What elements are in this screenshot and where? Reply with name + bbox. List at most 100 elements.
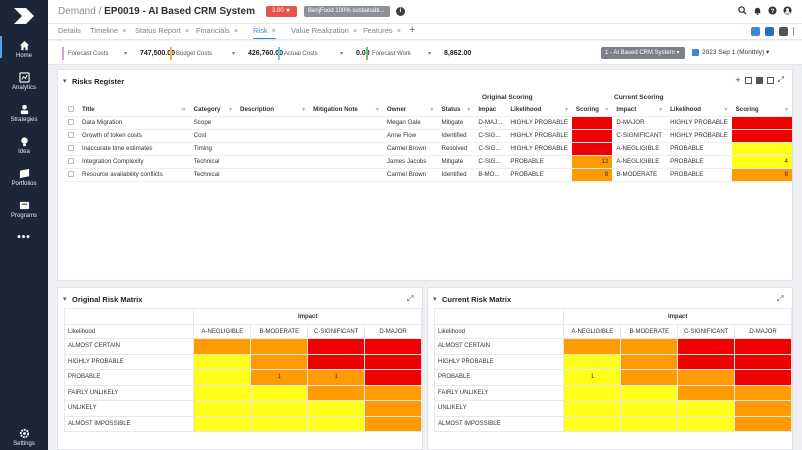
kpi-forecast-work[interactable]: Forecast Work ▾ 8,862.00 — [366, 47, 471, 60]
tab-timeline[interactable]: Timeline × — [90, 26, 126, 35]
matrix-cell[interactable] — [734, 400, 792, 417]
tab-financials[interactable]: Financials × — [196, 26, 238, 35]
date-select[interactable]: 2023 Sep 1 (Monthly) ▾ — [692, 48, 769, 56]
matrix-cell[interactable] — [193, 384, 252, 401]
matrix-cell[interactable] — [250, 338, 309, 355]
col-description[interactable]: Description ▾ — [235, 103, 310, 117]
matrix-cell[interactable] — [193, 353, 252, 370]
matrix-cell[interactable] — [307, 338, 366, 355]
row-checkbox[interactable] — [64, 129, 78, 143]
matrix-cell[interactable] — [193, 369, 252, 386]
table-row[interactable]: Inaccurate time estimates Timing Carmel Br… — [64, 142, 792, 156]
matrix-cell[interactable] — [620, 353, 679, 370]
col-status[interactable]: Status ▾ — [437, 103, 475, 117]
matrix-cell[interactable] — [563, 400, 622, 417]
matrix-cell[interactable] — [620, 415, 679, 432]
score-badge[interactable]: 3.00 ★ — [266, 6, 297, 17]
filter-icon[interactable]: ▾ — [784, 105, 788, 113]
tab-close-icon[interactable]: × — [122, 26, 127, 35]
matrix-cell[interactable] — [734, 415, 792, 432]
matrix-cell[interactable] — [620, 338, 679, 355]
col-mitigation-note[interactable]: Mitigation Note ▾ — [309, 103, 383, 117]
matrix-cell[interactable] — [563, 384, 622, 401]
filter-icon[interactable]: ▾ — [605, 105, 609, 113]
filter-icon[interactable]: ▾ — [375, 105, 379, 113]
sidebar-item-portfolios[interactable]: Portfolios — [0, 168, 48, 187]
col-original-impact[interactable]: Impac — [474, 103, 507, 117]
matrix-cell[interactable] — [677, 338, 736, 355]
select-all-checkbox[interactable] — [64, 103, 78, 117]
sidebar-item-settings[interactable]: Settings — [0, 428, 48, 447]
sidebar-item-analytics[interactable]: Analytics — [0, 72, 48, 91]
matrix-cell[interactable] — [307, 384, 366, 401]
matrix-cell[interactable] — [677, 369, 736, 386]
tab-features[interactable]: Features × — [363, 26, 401, 35]
sidebar-item-strategies[interactable]: Strategies — [0, 104, 48, 123]
breadcrumb-root[interactable]: Demand — [58, 6, 96, 17]
matrix-cell[interactable] — [620, 369, 679, 386]
table-row[interactable]: Resource availability conflicts Technical… — [64, 168, 792, 182]
matrix-cell[interactable] — [250, 415, 309, 432]
matrix-cell[interactable] — [364, 415, 422, 432]
matrix-cell[interactable] — [677, 400, 736, 417]
matrix-cell[interactable] — [364, 384, 422, 401]
matrix-cell[interactable] — [620, 400, 679, 417]
tab-value-realization[interactable]: Value Realization × — [291, 26, 357, 35]
col-owner[interactable]: Owner ▾ — [382, 103, 438, 117]
search-icon[interactable] — [738, 6, 747, 15]
col-original-scoring[interactable]: Scoring ▾ — [571, 103, 613, 117]
filter-icon[interactable]: ▾ — [228, 105, 232, 113]
filter-icon[interactable]: ▾ — [658, 105, 663, 113]
expand-icon[interactable]: ⤢ — [407, 294, 414, 303]
bell-icon[interactable] — [753, 6, 762, 15]
matrix-cell[interactable] — [193, 400, 252, 417]
col-current-likelihood[interactable]: Likelihood ▾ — [666, 103, 732, 117]
add-tab-button[interactable]: + — [409, 24, 416, 36]
collapse-chevron-icon[interactable]: ▾ — [433, 296, 437, 303]
matrix-cell[interactable] — [364, 338, 422, 355]
tab-close-icon[interactable]: × — [184, 26, 190, 35]
kpi-budget-costs[interactable]: Budget Costs ▾ 426,760.00 — [170, 47, 283, 60]
tab-close-icon[interactable]: × — [396, 26, 401, 35]
matrix-cell[interactable] — [193, 415, 252, 432]
sidebar-item-programs[interactable]: Programs — [0, 200, 48, 219]
tab-close-icon[interactable]: × — [271, 26, 276, 35]
tab-details[interactable]: Details — [58, 26, 81, 35]
chevron-down-icon[interactable]: ▾ — [340, 51, 344, 57]
tab-status-report[interactable]: Status Report × — [135, 26, 189, 35]
filter-icon[interactable]: ▾ — [430, 105, 434, 113]
chevron-down-icon[interactable]: ▾ — [428, 51, 432, 57]
kpi-actual-costs[interactable]: Actual Costs ▾ 0.00 — [278, 47, 370, 60]
matrix-cell[interactable] — [250, 400, 309, 417]
help-icon[interactable]: ? — [768, 6, 777, 15]
col-title[interactable]: Title ↕▾ — [78, 103, 190, 117]
matrix-cell[interactable] — [563, 338, 622, 355]
matrix-cell[interactable] — [677, 384, 736, 401]
matrix-cell[interactable] — [364, 369, 422, 386]
document-icon[interactable] — [779, 27, 788, 36]
matrix-cell[interactable] — [734, 338, 792, 355]
sidebar-item-idea[interactable]: Idea — [0, 136, 48, 155]
matrix-cell[interactable]: 1 — [563, 369, 622, 386]
row-checkbox[interactable] — [64, 116, 78, 130]
info-icon[interactable]: i — [396, 7, 405, 16]
grid-icon[interactable] — [766, 77, 774, 84]
matrix-cell[interactable] — [734, 353, 792, 370]
chevron-down-icon[interactable]: ▾ — [232, 51, 236, 57]
collapse-chevron-icon[interactable]: ▾ — [63, 78, 67, 85]
tab-close-icon[interactable]: × — [233, 26, 239, 35]
table-row[interactable]: Data Migration Scope Megan Gale Mitigate D-M… — [64, 116, 792, 130]
add-icon[interactable]: + — [735, 75, 741, 85]
expand-icon[interactable]: ⤢ — [777, 294, 784, 303]
col-current-scoring[interactable]: Scoring ▾ — [731, 103, 792, 117]
col-original-likelihood[interactable]: Likelihood ▾ — [506, 103, 572, 117]
status-badge[interactable]: BenjFood 100% sustainabl... — [304, 6, 390, 17]
matrix-cell[interactable] — [364, 400, 422, 417]
print-icon[interactable] — [755, 77, 763, 84]
chevron-down-icon[interactable]: ▾ — [124, 51, 128, 57]
table-row[interactable]: Growth of token costs Cost Anne Flow Identi… — [64, 129, 792, 143]
matrix-cell[interactable] — [250, 353, 309, 370]
row-checkbox[interactable] — [64, 155, 78, 169]
matrix-cell[interactable] — [250, 384, 309, 401]
matrix-cell[interactable] — [193, 338, 252, 355]
